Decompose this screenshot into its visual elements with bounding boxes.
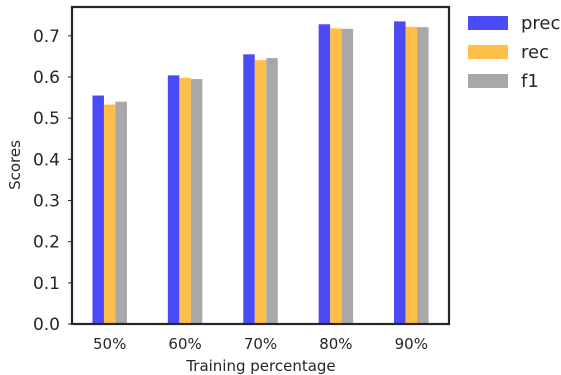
bars-layer	[92, 21, 429, 325]
bar-prec-80	[318, 24, 331, 324]
y-tick-label: 0.4	[33, 150, 60, 170]
bar-rec-70	[254, 60, 267, 325]
x-tick-label: 70%	[244, 335, 277, 353]
legend-label-rec: rec	[521, 42, 549, 63]
x-ticks: 50% 60% 70% 80% 90%	[93, 335, 428, 353]
bar-rec-80	[330, 28, 342, 324]
y-tick-label: 0.7	[33, 27, 60, 47]
bar-f1-50	[115, 101, 127, 324]
bar-f1-60	[190, 79, 203, 324]
y-ticks: 0.0 0.1 0.2 0.3 0.4 0.5 0.6 0.7	[33, 27, 72, 335]
bar-prec-60	[167, 75, 180, 324]
bar-f1-70	[266, 58, 278, 325]
legend-label-prec: prec	[521, 13, 560, 34]
bar-prec-90	[394, 21, 406, 324]
bar-rec-60	[179, 77, 191, 324]
y-tick-label: 0.6	[33, 68, 60, 88]
x-tick-label: 90%	[395, 335, 428, 353]
bar-prec-50	[92, 95, 104, 324]
legend: prec rec f1	[468, 13, 560, 92]
bar-rec-90	[405, 26, 418, 324]
y-axis-label: Scores	[6, 140, 24, 190]
x-axis-label: Training percentage	[185, 357, 335, 375]
legend-swatch-rec	[468, 45, 508, 59]
bar-rec-50	[103, 104, 116, 324]
bar-f1-90	[417, 27, 429, 324]
y-tick-label: 0.2	[33, 233, 60, 253]
y-tick-label: 0.1	[33, 274, 60, 294]
bar-prec-70	[243, 54, 255, 325]
y-tick-label: 0.5	[33, 109, 60, 129]
bar-f1-80	[341, 28, 354, 324]
legend-label-f1: f1	[521, 71, 539, 92]
legend-swatch-prec	[468, 16, 508, 30]
legend-swatch-f1	[468, 74, 508, 88]
plot-frame	[70, 5, 451, 326]
x-tick-label: 50%	[93, 335, 126, 353]
x-tick-label: 80%	[319, 335, 352, 353]
y-tick-label: 0.0	[33, 315, 60, 335]
x-tick-label: 60%	[168, 335, 201, 353]
y-tick-label: 0.3	[33, 191, 60, 211]
